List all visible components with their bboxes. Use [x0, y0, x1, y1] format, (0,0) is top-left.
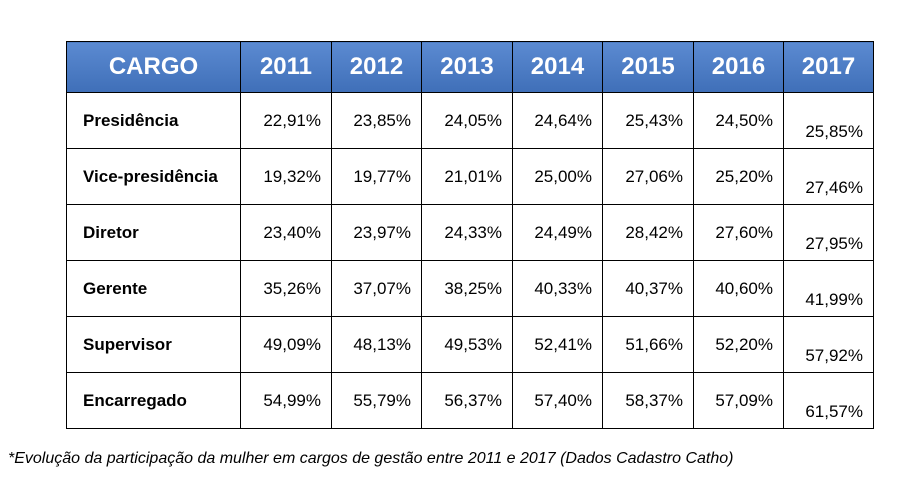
table-cell: 25,20% [693, 148, 784, 205]
table-cell: 25,43% [602, 92, 694, 149]
table-row: Presidência 22,91% 23,85% 24,05% 24,64% … [66, 92, 874, 149]
row-label: Diretor [66, 204, 241, 261]
table-cell: 27,06% [602, 148, 694, 205]
table-row: Supervisor 49,09% 48,13% 49,53% 52,41% 5… [66, 316, 874, 373]
header-cell: 2016 [693, 41, 784, 93]
table-cell: 25,00% [512, 148, 603, 205]
row-label: Gerente [66, 260, 241, 317]
row-label: Presidência [66, 92, 241, 149]
data-table: CARGO 2011 2012 2013 2014 2015 2016 2017… [66, 41, 874, 429]
table-cell: 24,49% [512, 204, 603, 261]
header-cell: CARGO [66, 41, 241, 93]
table-cell: 48,13% [331, 316, 422, 373]
table-cell: 24,50% [693, 92, 784, 149]
table-cell: 38,25% [421, 260, 513, 317]
table-cell: 27,46% [783, 148, 874, 205]
row-label: Encarregado [66, 372, 241, 429]
header-cell: 2015 [602, 41, 694, 93]
table-cell: 58,37% [602, 372, 694, 429]
header-cell: 2012 [331, 41, 422, 93]
table-cell: 40,60% [693, 260, 784, 317]
table-cell: 23,85% [331, 92, 422, 149]
header-row: CARGO 2011 2012 2013 2014 2015 2016 2017 [66, 41, 874, 93]
table-cell: 23,97% [331, 204, 422, 261]
row-label: Supervisor [66, 316, 241, 373]
table-cell: 24,05% [421, 92, 513, 149]
table-row: Gerente 35,26% 37,07% 38,25% 40,33% 40,3… [66, 260, 874, 317]
table-cell: 52,41% [512, 316, 603, 373]
table-cell: 49,53% [421, 316, 513, 373]
table-row: Diretor 23,40% 23,97% 24,33% 24,49% 28,4… [66, 204, 874, 261]
table-cell: 40,33% [512, 260, 603, 317]
table-cell: 22,91% [240, 92, 332, 149]
table-cell: 19,32% [240, 148, 332, 205]
table-cell: 37,07% [331, 260, 422, 317]
table-cell: 40,37% [602, 260, 694, 317]
header-cell: 2014 [512, 41, 603, 93]
data-table-wrapper: CARGO 2011 2012 2013 2014 2015 2016 2017… [66, 41, 874, 429]
table-caption: *Evolução da participação da mulher em c… [8, 450, 734, 467]
table-cell: 27,95% [783, 204, 874, 261]
table-row: Encarregado 54,99% 55,79% 56,37% 57,40% … [66, 372, 874, 429]
table-cell: 24,33% [421, 204, 513, 261]
table-cell: 19,77% [331, 148, 422, 205]
table-cell: 54,99% [240, 372, 332, 429]
table-cell: 27,60% [693, 204, 784, 261]
table-cell: 51,66% [602, 316, 694, 373]
header-cell: 2013 [421, 41, 513, 93]
table-row: Vice-presidência 19,32% 19,77% 21,01% 25… [66, 148, 874, 205]
table-cell: 56,37% [421, 372, 513, 429]
table-cell: 23,40% [240, 204, 332, 261]
table-cell: 35,26% [240, 260, 332, 317]
table-cell: 21,01% [421, 148, 513, 205]
table-cell: 28,42% [602, 204, 694, 261]
table-cell: 49,09% [240, 316, 332, 373]
row-label: Vice-presidência [66, 148, 241, 205]
table-cell: 57,09% [693, 372, 784, 429]
header-cell: 2011 [240, 41, 332, 93]
table-cell: 55,79% [331, 372, 422, 429]
header-cell: 2017 [783, 41, 874, 93]
table-cell: 25,85% [783, 92, 874, 149]
table-cell: 52,20% [693, 316, 784, 373]
table-cell: 61,57% [783, 372, 874, 429]
table-cell: 57,40% [512, 372, 603, 429]
table-cell: 57,92% [783, 316, 874, 373]
table-cell: 41,99% [783, 260, 874, 317]
table-cell: 24,64% [512, 92, 603, 149]
